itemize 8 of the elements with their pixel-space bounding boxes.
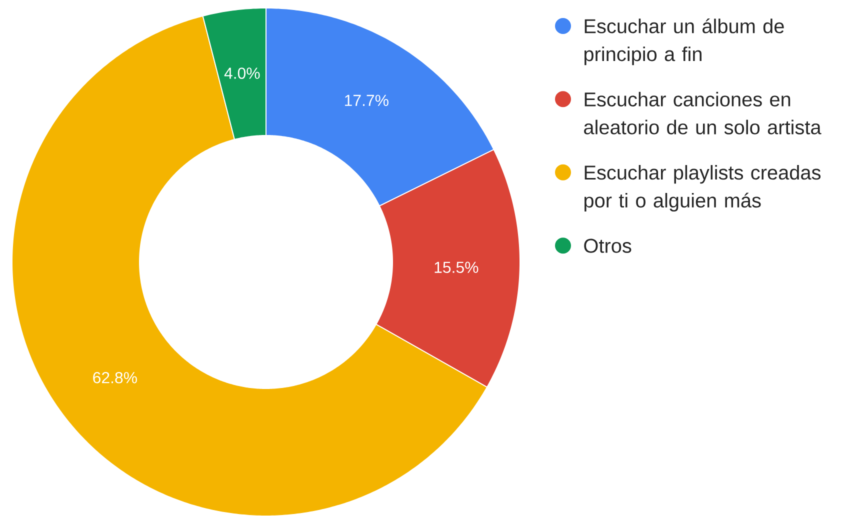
data-label: 62.8%: [93, 372, 137, 384]
data-label: 17.7%: [345, 94, 388, 106]
data-label: 15.5%: [434, 262, 478, 273]
legend-label: Otros: [584, 238, 632, 253]
legend-label: Escuchar playlists creadas por ti o alguien más: [584, 164, 821, 212]
data-label: 4.0%: [224, 67, 260, 79]
legend-label: Escuchar un álbum de principio a fin: [584, 18, 784, 65]
legend-label: Escuchar canciones en aleatorio de un solo artista: [584, 92, 822, 134]
